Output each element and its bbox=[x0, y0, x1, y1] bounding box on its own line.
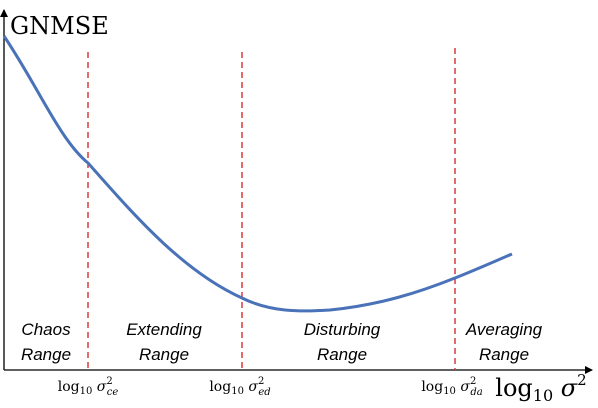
range-label-chaos-line2: Range bbox=[21, 345, 71, 364]
gnmse-curve bbox=[2, 35, 513, 313]
range-label-chaos: Chaos Range bbox=[21, 320, 71, 364]
range-label-disturbing-line2: Range bbox=[317, 345, 367, 364]
range-label-disturbing-line1: Disturbing bbox=[304, 320, 381, 339]
range-label-extending-line1: Extending bbox=[126, 320, 202, 339]
x-axis-label: log10 σ2 bbox=[495, 371, 586, 405]
range-label-extending: Extending Range bbox=[126, 320, 202, 364]
threshold-label-ed: log10 σ2 ed bbox=[209, 376, 270, 398]
range-label-averaging-line2: Range bbox=[479, 345, 529, 364]
y-axis-label: GNMSE bbox=[10, 12, 109, 40]
threshold-label-ce: log10 σ2 ce bbox=[58, 376, 119, 398]
range-label-averaging-line1: Averaging bbox=[465, 320, 543, 339]
range-label-extending-line2: Range bbox=[139, 345, 189, 364]
range-label-averaging: Averaging Range bbox=[465, 320, 543, 364]
threshold-label-da: log10 σ2 da bbox=[421, 376, 482, 398]
range-label-disturbing: Disturbing Range bbox=[304, 320, 381, 364]
range-label-chaos-line1: Chaos bbox=[21, 320, 71, 339]
